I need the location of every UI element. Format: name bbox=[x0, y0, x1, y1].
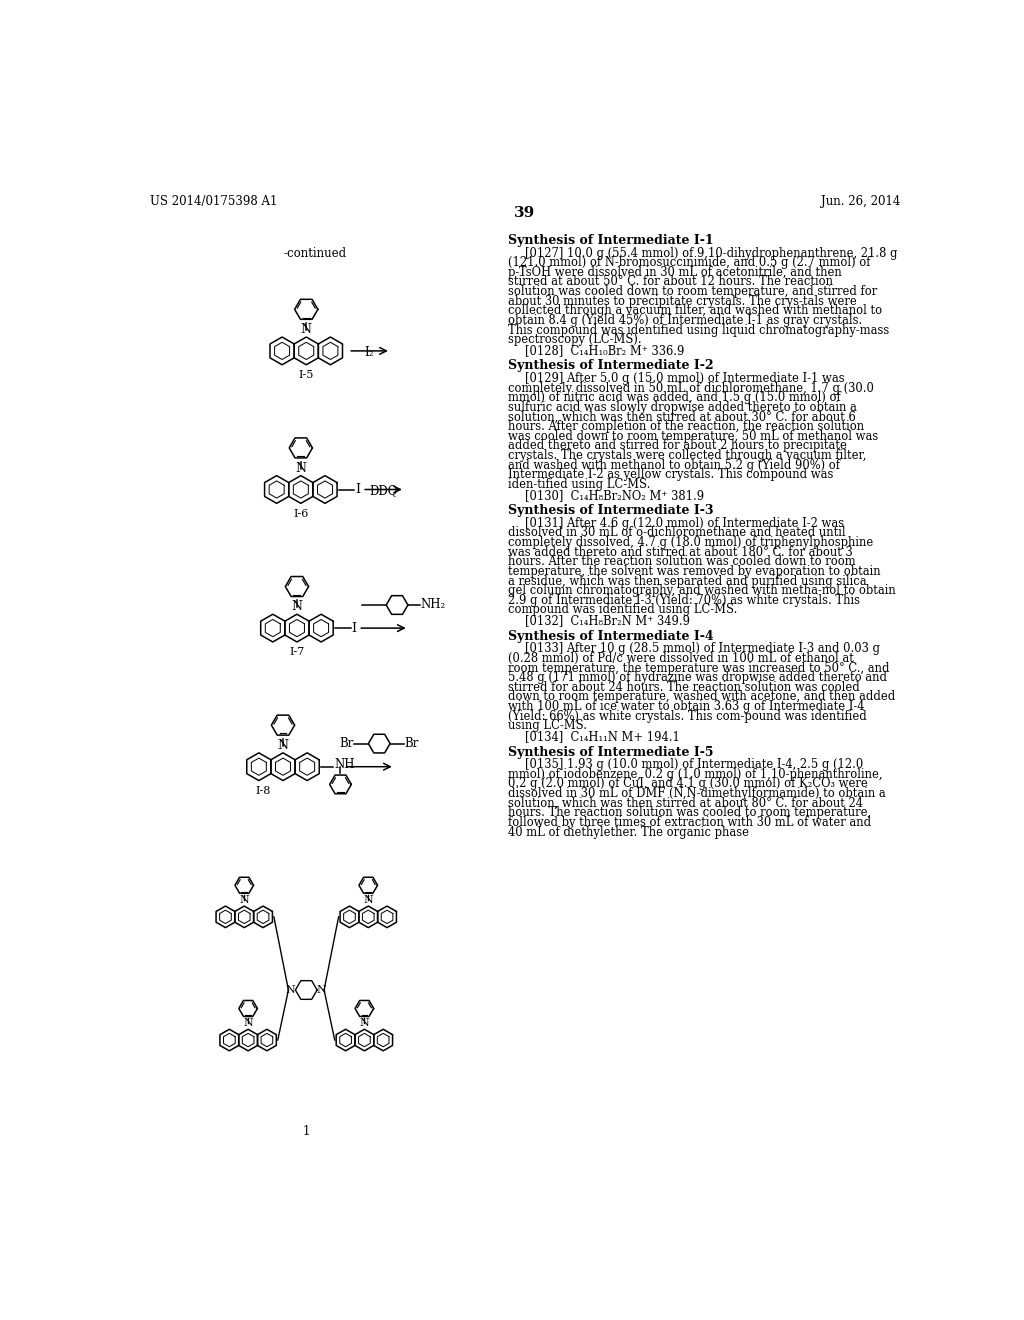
Text: spectroscopy (LC-MS).: spectroscopy (LC-MS). bbox=[508, 333, 641, 346]
Text: was cooled down to room temperature, 50 mL of methanol was: was cooled down to room temperature, 50 … bbox=[508, 430, 878, 442]
Text: Jun. 26, 2014: Jun. 26, 2014 bbox=[820, 195, 900, 209]
Text: down to room temperature, washed with acetone, and then added: down to room temperature, washed with ac… bbox=[508, 690, 895, 704]
Text: (121.0 mmol) of N-bromosuccinimide, and 0.5 g (2.7 mmol) of: (121.0 mmol) of N-bromosuccinimide, and … bbox=[508, 256, 870, 269]
Text: N: N bbox=[244, 1019, 253, 1028]
Text: I-8: I-8 bbox=[255, 785, 270, 796]
Text: mmol) of iodobenzene, 0.2 g (1.0 mmol) of 1,10-phenanthroline,: mmol) of iodobenzene, 0.2 g (1.0 mmol) o… bbox=[508, 768, 883, 781]
Text: This compound was identified using liquid chromatography-mass: This compound was identified using liqui… bbox=[508, 323, 889, 337]
Text: [0134]  C₁₄H₁₁N M+ 194.1: [0134] C₁₄H₁₁N M+ 194.1 bbox=[524, 730, 680, 743]
Text: Br: Br bbox=[339, 737, 353, 750]
Text: I₂: I₂ bbox=[365, 346, 375, 359]
Text: [0133] After 10 g (28.5 mmol) of Intermediate I-3 and 0.03 g: [0133] After 10 g (28.5 mmol) of Interme… bbox=[524, 643, 880, 655]
Text: hours. The reaction solution was cooled to room temperature,: hours. The reaction solution was cooled … bbox=[508, 807, 870, 820]
Text: solution was cooled down to room temperature, and stirred for: solution was cooled down to room tempera… bbox=[508, 285, 877, 298]
Text: and washed with methanol to obtain 5.2 g (Yield 90%) of: and washed with methanol to obtain 5.2 g… bbox=[508, 459, 840, 471]
Text: N: N bbox=[316, 985, 327, 995]
Text: [0130]  C₁₄H₈Br₂NO₂ M⁺ 381.9: [0130] C₁₄H₈Br₂NO₂ M⁺ 381.9 bbox=[524, 490, 703, 502]
Text: with 100 mL of ice water to obtain 3.63 g of Intermediate I-4: with 100 mL of ice water to obtain 3.63 … bbox=[508, 700, 864, 713]
Text: N: N bbox=[278, 739, 289, 752]
Text: completely dissolved, 4.7 g (18.0 mmol) of triphenylphosphine: completely dissolved, 4.7 g (18.0 mmol) … bbox=[508, 536, 873, 549]
Text: I: I bbox=[351, 622, 356, 635]
Text: (0.28 mmol) of Pd/c were dissolved in 100 mL of ethanol at: (0.28 mmol) of Pd/c were dissolved in 10… bbox=[508, 652, 854, 665]
Text: (Yield: 66%) as white crystals. This com-pound was identified: (Yield: 66%) as white crystals. This com… bbox=[508, 710, 866, 723]
Text: N: N bbox=[292, 601, 302, 614]
Text: [0127] 10.0 g (55.4 mmol) of 9,10-dihydrophenanthrene, 21.8 g: [0127] 10.0 g (55.4 mmol) of 9,10-dihydr… bbox=[524, 247, 897, 260]
Text: [0131] After 4.6 g (12.0 mmol) of Intermediate I-2 was: [0131] After 4.6 g (12.0 mmol) of Interm… bbox=[524, 517, 844, 529]
Text: room temperature, the temperature was increased to 50° C., and: room temperature, the temperature was in… bbox=[508, 661, 889, 675]
Text: N: N bbox=[286, 985, 296, 995]
Text: Synthesis of Intermediate I-1: Synthesis of Intermediate I-1 bbox=[508, 234, 714, 247]
Text: dissolved in 30 mL of DMF (N,N-dimethylformamide) to obtain a: dissolved in 30 mL of DMF (N,N-dimethylf… bbox=[508, 787, 886, 800]
Text: iden-tified using LC-MS.: iden-tified using LC-MS. bbox=[508, 478, 650, 491]
Text: followed by three times of extraction with 30 mL of water and: followed by three times of extraction wi… bbox=[508, 816, 870, 829]
Text: [0128]  C₁₄H₁₀Br₂ M⁺ 336.9: [0128] C₁₄H₁₀Br₂ M⁺ 336.9 bbox=[524, 345, 684, 358]
Text: 39: 39 bbox=[514, 206, 536, 220]
Text: temperature, the solvent was removed by evaporation to obtain: temperature, the solvent was removed by … bbox=[508, 565, 881, 578]
Text: I-6: I-6 bbox=[293, 508, 308, 519]
Text: N: N bbox=[301, 323, 311, 337]
Text: Synthesis of Intermediate I-5: Synthesis of Intermediate I-5 bbox=[508, 746, 714, 759]
Text: N: N bbox=[359, 1019, 370, 1028]
Text: [0129] After 5.0 g (15.0 mmol) of Intermediate I-1 was: [0129] After 5.0 g (15.0 mmol) of Interm… bbox=[524, 372, 845, 385]
Text: US 2014/0175398 A1: US 2014/0175398 A1 bbox=[150, 195, 278, 209]
Text: NH: NH bbox=[334, 758, 354, 771]
Text: a residue, which was then separated and purified using silica: a residue, which was then separated and … bbox=[508, 574, 866, 587]
Text: solution, which was then stirred at about 30° C. for about 6: solution, which was then stirred at abou… bbox=[508, 411, 855, 424]
Text: I: I bbox=[355, 483, 360, 496]
Text: crystals. The crystals were collected through a vacuum filter,: crystals. The crystals were collected th… bbox=[508, 449, 866, 462]
Text: mmol) of nitric acid was added, and 1.5 g (15.0 mmol) of: mmol) of nitric acid was added, and 1.5 … bbox=[508, 391, 841, 404]
Text: solution, which was then stirred at about 80° C. for about 24: solution, which was then stirred at abou… bbox=[508, 797, 863, 809]
Text: N: N bbox=[364, 895, 373, 906]
Text: obtain 8.4 g (Yield 45%) of Intermediate I-1 as gray crystals.: obtain 8.4 g (Yield 45%) of Intermediate… bbox=[508, 314, 862, 327]
Text: 5.48 g (171 mmol) of hydrazine was dropwise added thereto and: 5.48 g (171 mmol) of hydrazine was dropw… bbox=[508, 671, 887, 684]
Text: N: N bbox=[295, 462, 306, 475]
Text: stirred for about 24 hours. The reaction solution was cooled: stirred for about 24 hours. The reaction… bbox=[508, 681, 859, 694]
Text: 1: 1 bbox=[302, 1125, 310, 1138]
Text: Synthesis of Intermediate I-4: Synthesis of Intermediate I-4 bbox=[508, 630, 714, 643]
Text: 40 mL of diethylether. The organic phase: 40 mL of diethylether. The organic phase bbox=[508, 825, 749, 838]
Text: p-TsOH were dissolved in 30 mL of acetonitrile, and then: p-TsOH were dissolved in 30 mL of aceton… bbox=[508, 265, 842, 279]
Text: dissolved in 30 mL of o-dichloromethane and heated until: dissolved in 30 mL of o-dichloromethane … bbox=[508, 527, 846, 540]
Text: N: N bbox=[240, 895, 249, 906]
Text: Br: Br bbox=[404, 737, 419, 750]
Text: DDQ: DDQ bbox=[370, 484, 397, 498]
Text: -continued: -continued bbox=[284, 247, 347, 260]
Text: added thereto and stirred for about 2 hours to precipitate: added thereto and stirred for about 2 ho… bbox=[508, 440, 847, 453]
Text: I-7: I-7 bbox=[290, 647, 304, 657]
Text: sulfuric acid was slowly dropwise added thereto to obtain a: sulfuric acid was slowly dropwise added … bbox=[508, 401, 857, 414]
Text: NH₂: NH₂ bbox=[420, 598, 445, 611]
Text: hours. After the reaction solution was cooled down to room: hours. After the reaction solution was c… bbox=[508, 556, 855, 569]
Text: Synthesis of Intermediate I-2: Synthesis of Intermediate I-2 bbox=[508, 359, 714, 372]
Text: 2.9 g of Intermediate I-3 (Yield: 70%) as white crystals. This: 2.9 g of Intermediate I-3 (Yield: 70%) a… bbox=[508, 594, 860, 607]
Text: stirred at about 50° C. for about 12 hours. The reaction: stirred at about 50° C. for about 12 hou… bbox=[508, 276, 833, 289]
Text: 0.2 g (2.0 mmol) of CuI, and 4.1 g (30.0 mmol) of K₂CO₃ were: 0.2 g (2.0 mmol) of CuI, and 4.1 g (30.0… bbox=[508, 777, 867, 791]
Text: [0132]  C₁₄H₈Br₂N M⁺ 349.9: [0132] C₁₄H₈Br₂N M⁺ 349.9 bbox=[524, 615, 690, 627]
Text: Intermediate I-2 as yellow crystals. This compound was: Intermediate I-2 as yellow crystals. Thi… bbox=[508, 469, 834, 482]
Text: I-5: I-5 bbox=[299, 370, 314, 380]
Text: completely dissolved in 50 mL of dichloromethane, 1.7 g (30.0: completely dissolved in 50 mL of dichlor… bbox=[508, 381, 873, 395]
Text: gel column chromatography, and washed with metha-nol to obtain: gel column chromatography, and washed wi… bbox=[508, 585, 896, 597]
Text: hours. After completion of the reaction, the reaction solution: hours. After completion of the reaction,… bbox=[508, 420, 864, 433]
Text: [0135] 1.93 g (10.0 mmol) of Intermediate I-4, 2.5 g (12.0: [0135] 1.93 g (10.0 mmol) of Intermediat… bbox=[524, 758, 863, 771]
Text: compound was identified using LC-MS.: compound was identified using LC-MS. bbox=[508, 603, 737, 616]
Text: was added thereto and stirred at about 180° C. for about 3: was added thereto and stirred at about 1… bbox=[508, 545, 853, 558]
Text: about 30 minutes to precipitate crystals. The crys-tals were: about 30 minutes to precipitate crystals… bbox=[508, 294, 856, 308]
Text: collected through a vacuum filter, and washed with methanol to: collected through a vacuum filter, and w… bbox=[508, 305, 882, 317]
Text: Synthesis of Intermediate I-3: Synthesis of Intermediate I-3 bbox=[508, 504, 714, 517]
Text: using LC-MS.: using LC-MS. bbox=[508, 719, 587, 733]
